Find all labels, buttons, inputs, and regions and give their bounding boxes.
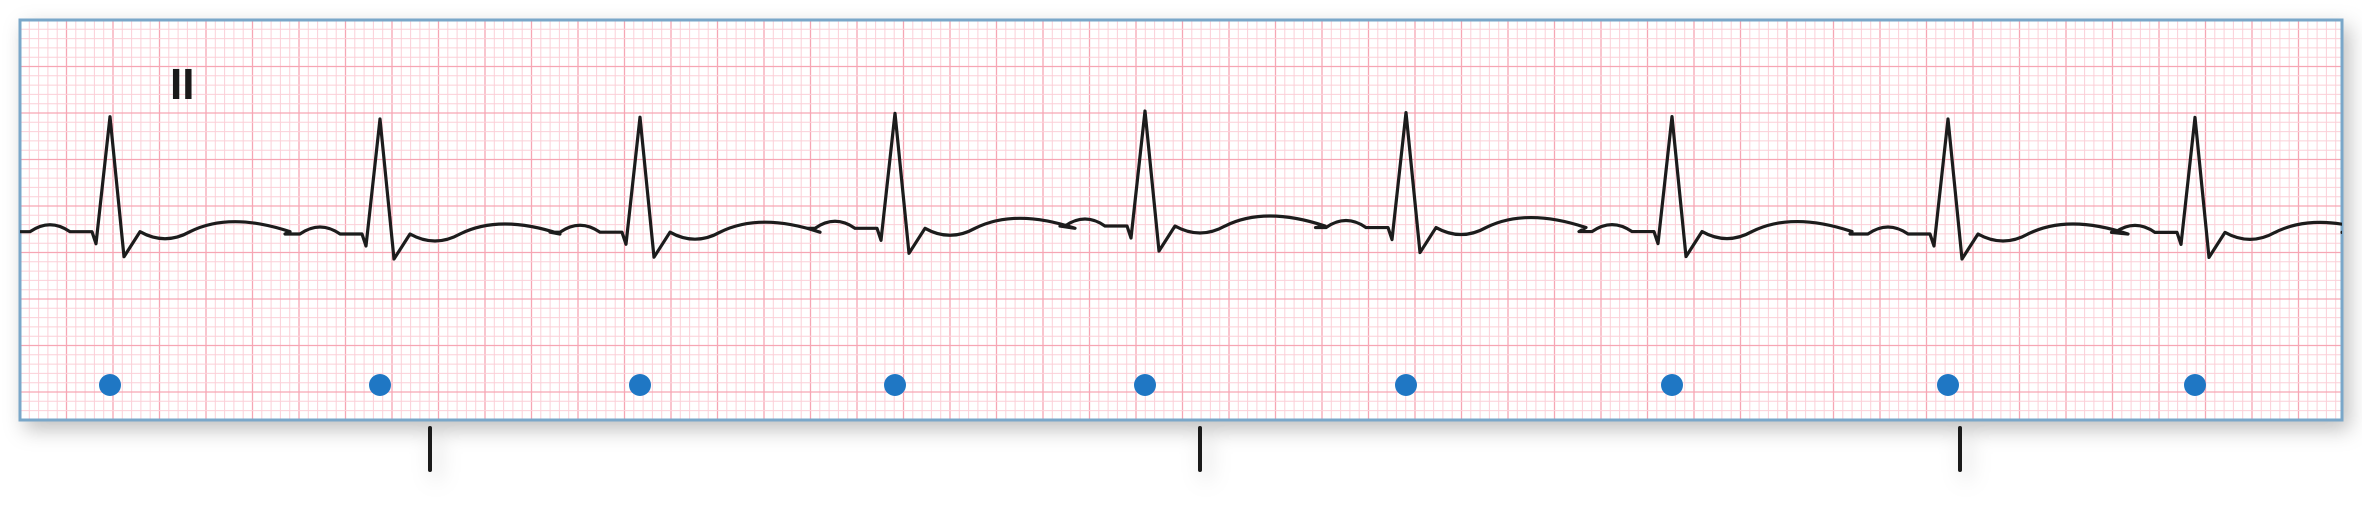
- ecg-strip-container: { "type": "ecg_strip", "canvas": { "widt…: [0, 0, 2362, 505]
- ecg-strip: [0, 0, 2362, 505]
- lead-label: II: [170, 60, 194, 110]
- time-ticks: [430, 428, 1960, 470]
